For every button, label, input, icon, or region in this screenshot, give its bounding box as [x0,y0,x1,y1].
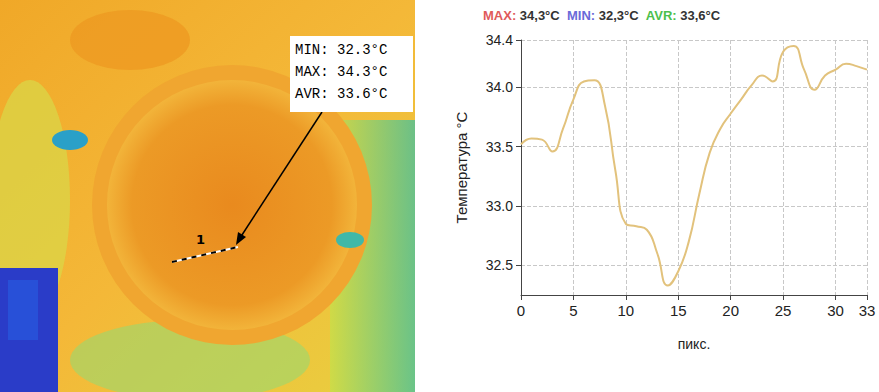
svg-text:MIN:: MIN: [567,8,595,23]
svg-text:30: 30 [827,302,844,319]
svg-text:34.0: 34.0 [486,79,513,95]
svg-text:33.0: 33.0 [486,198,513,214]
svg-text:1: 1 [196,232,205,247]
svg-text:34.4: 34.4 [486,32,513,48]
svg-text:33,6°C: 33,6°C [677,8,721,23]
svg-text:5: 5 [569,302,577,319]
svg-text:MAX:: MAX: [483,8,516,23]
svg-text:MAX: 34.3°C: MAX: 34.3°C [295,64,387,80]
svg-text:10: 10 [618,302,635,319]
svg-text:25: 25 [775,302,792,319]
svg-text:AVR:: AVR: [646,8,677,23]
svg-text:MIN: 32.3°C: MIN: 32.3°C [295,42,387,58]
svg-text:20: 20 [722,302,739,319]
svg-text:AVR: 33.6°C: AVR: 33.6°C [295,86,387,102]
svg-text:33.5: 33.5 [486,139,513,155]
svg-text:34,3°C: 34,3°C [516,8,560,23]
svg-text:Температура °C: Температура °C [453,111,470,223]
svg-text:0: 0 [517,302,525,319]
svg-text:33: 33 [859,302,876,319]
svg-text:15: 15 [670,302,687,319]
svg-text:32,3°C: 32,3°C [595,8,639,23]
svg-text:пикс.: пикс. [678,336,711,352]
svg-text:32.5: 32.5 [486,257,513,273]
